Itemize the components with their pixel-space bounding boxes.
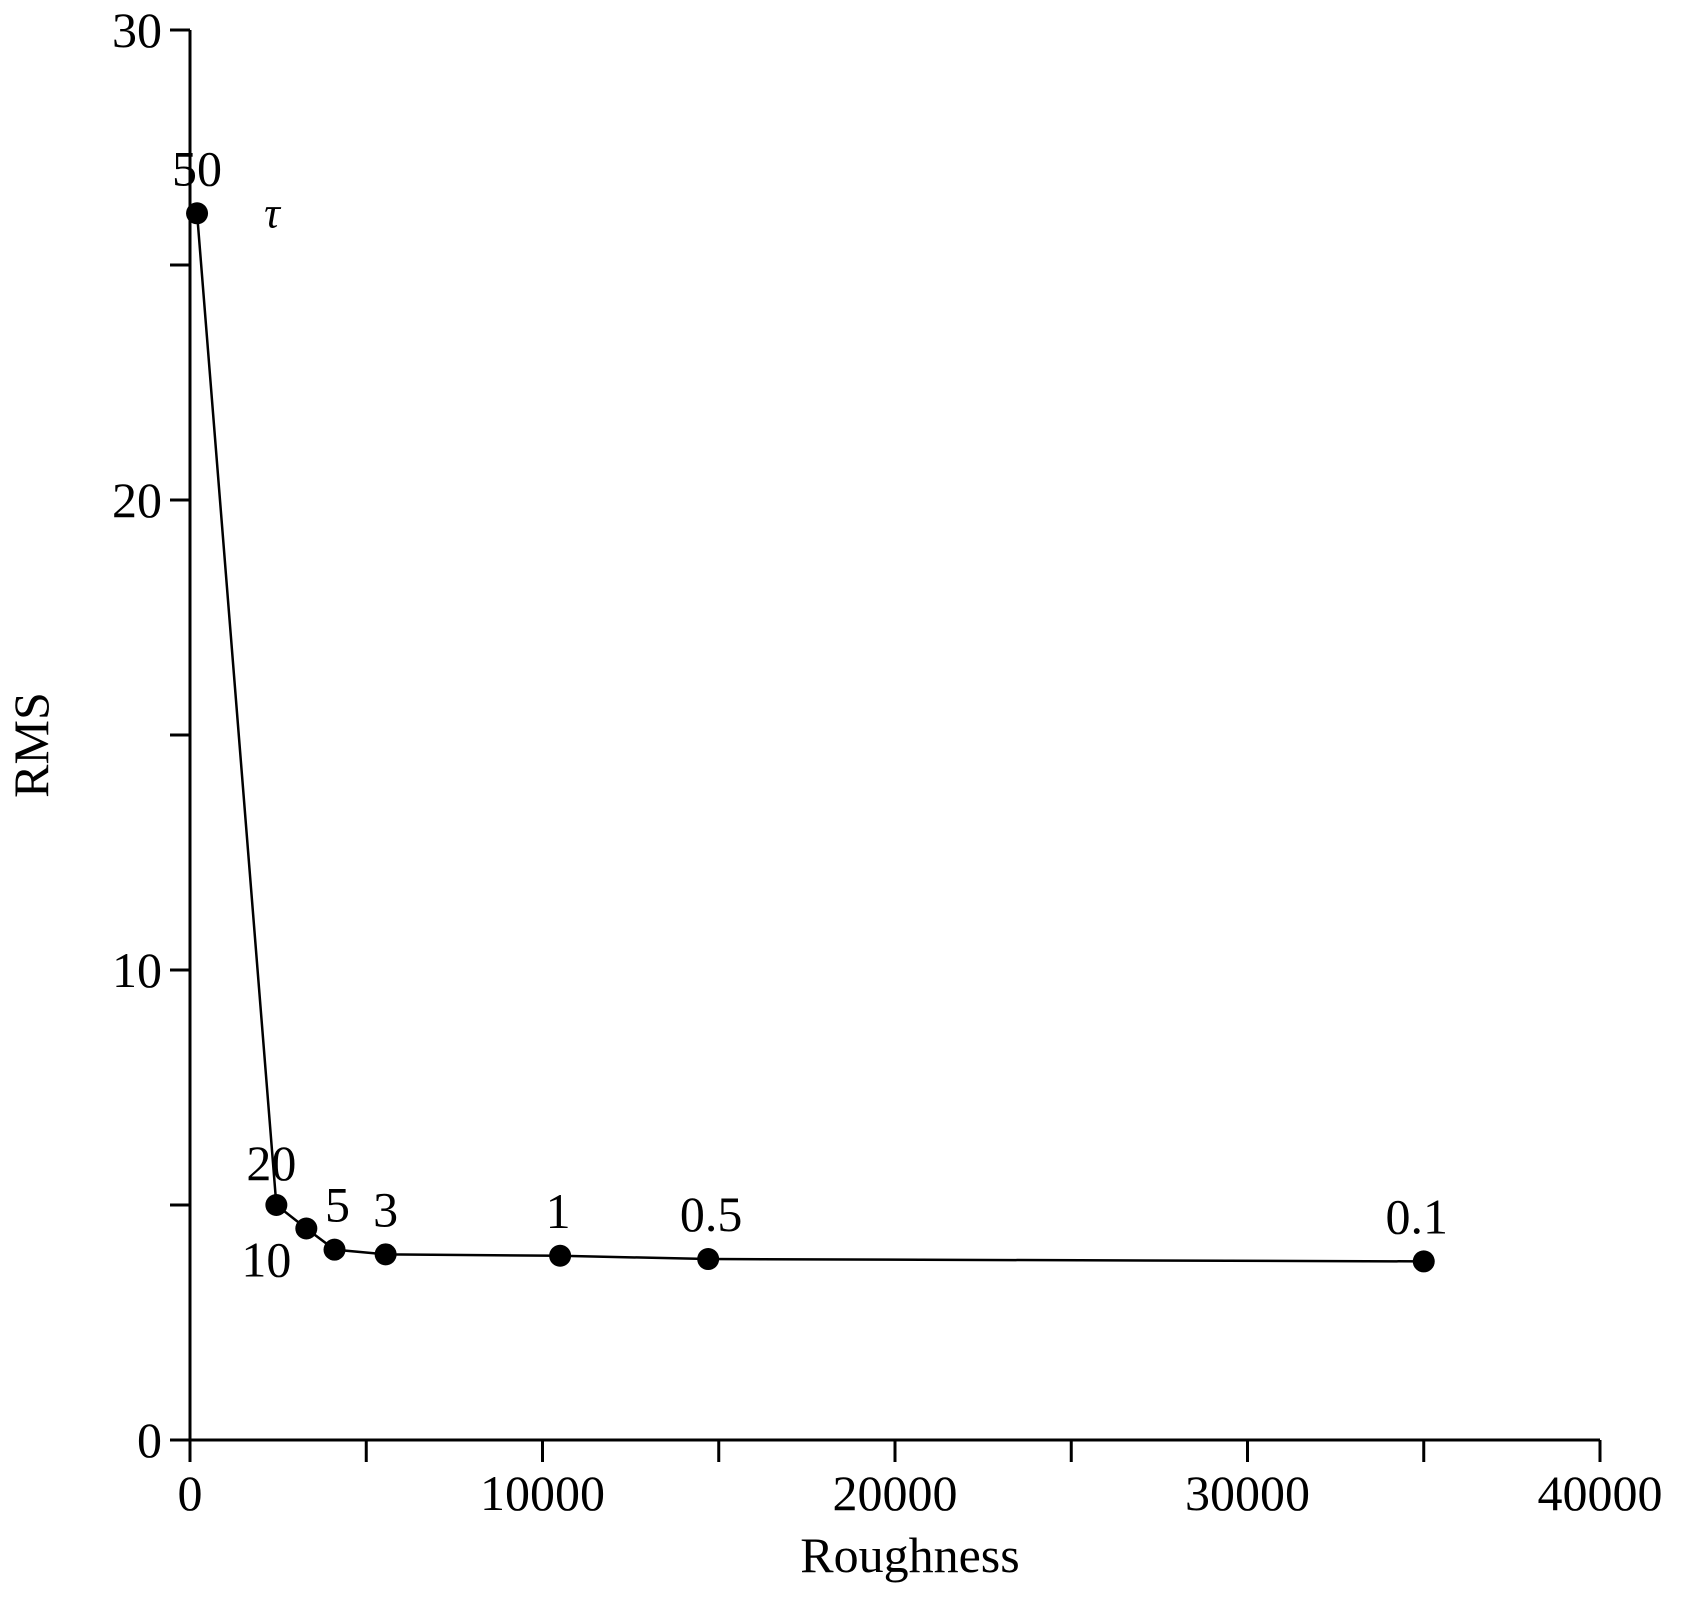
x-tick-label: 0 xyxy=(178,1465,203,1521)
data-point xyxy=(1412,1250,1435,1273)
data-point xyxy=(374,1243,397,1266)
point-label: 3 xyxy=(373,1181,398,1237)
data-point xyxy=(549,1244,572,1267)
data-point xyxy=(265,1194,288,1216)
tick-labels: 0 10 20 30 0 10000 20000 30000 40000 xyxy=(112,2,1663,1521)
point-label: 0.1 xyxy=(1386,1188,1449,1244)
ticks xyxy=(170,28,1602,1462)
point-label: 50 xyxy=(172,140,222,196)
point-label: 5 xyxy=(325,1177,350,1233)
x-tick-label: 30000 xyxy=(1185,1465,1310,1521)
x-tick-label: 10000 xyxy=(480,1465,605,1521)
point-label: 20 xyxy=(246,1135,296,1191)
point-labels: 50 20 10 5 3 1 0.5 0.1 xyxy=(172,140,1448,1287)
y-tick-label: 10 xyxy=(112,942,162,998)
y-tick-label: 0 xyxy=(137,1412,162,1468)
point-label: 1 xyxy=(546,1183,571,1239)
data-point xyxy=(697,1248,720,1271)
point-label: 0.5 xyxy=(680,1186,743,1242)
x-tick-label: 40000 xyxy=(1538,1465,1663,1521)
y-axis-label: RMS xyxy=(3,692,59,798)
series xyxy=(186,202,1435,1273)
y-tick-label: 20 xyxy=(112,472,162,528)
series-line xyxy=(195,213,1424,1263)
data-point xyxy=(186,202,209,225)
x-tick-label: 20000 xyxy=(833,1465,958,1521)
tau-annotation: τ xyxy=(264,188,282,237)
y-tick-label: 30 xyxy=(112,2,162,58)
x-axis-label: Roughness xyxy=(800,1527,1019,1583)
data-point xyxy=(323,1238,346,1261)
data-point xyxy=(295,1217,318,1240)
point-label: 10 xyxy=(241,1232,291,1288)
